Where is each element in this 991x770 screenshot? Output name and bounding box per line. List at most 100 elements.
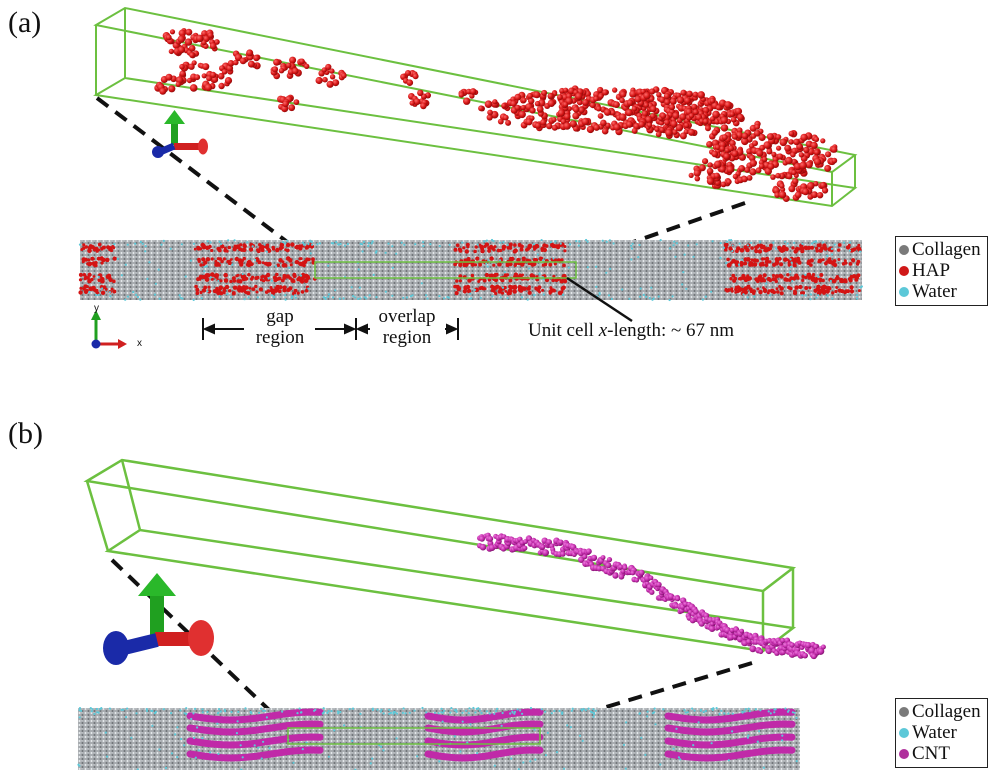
water-molecule [454, 709, 457, 712]
hap-atom [715, 104, 722, 111]
hap-atom [209, 42, 217, 50]
hap-atom [247, 60, 255, 68]
water-molecule [577, 244, 580, 247]
water-molecule [718, 712, 721, 716]
hap-atom [492, 263, 496, 267]
water-molecule [322, 296, 325, 299]
water-molecule [134, 242, 137, 245]
water-molecule [638, 295, 642, 298]
water-molecule [288, 266, 291, 269]
water-molecule [262, 709, 265, 713]
hap-atom [251, 275, 255, 279]
hap-atom [218, 285, 224, 291]
water-molecule [307, 287, 310, 290]
hap-atom [813, 158, 822, 166]
water-molecule [429, 243, 432, 246]
hap-atom [78, 272, 83, 277]
hap-atom [222, 291, 226, 295]
hap-atom [248, 247, 254, 252]
water-molecule [233, 239, 236, 242]
hap-atom [551, 117, 557, 123]
water-molecule [448, 243, 451, 246]
water-molecule [672, 747, 675, 750]
hap-atom [743, 261, 748, 266]
hap-atom [821, 278, 825, 283]
hap-atom [807, 182, 815, 190]
water-molecule [309, 252, 312, 255]
hap-atom [256, 275, 260, 279]
axis-label-x: x [137, 338, 142, 349]
water-molecule [145, 708, 148, 711]
hap-atom [525, 248, 529, 252]
hap-atom [513, 263, 517, 267]
hap-atom [232, 247, 237, 252]
hap-atom [214, 259, 218, 263]
water-molecule [610, 297, 613, 301]
hap-atom [559, 279, 564, 284]
hap-atom [825, 289, 830, 294]
hap-atom [589, 102, 596, 109]
water-molecule [164, 766, 168, 770]
cnt-strand [186, 720, 324, 736]
hap-atom [656, 92, 662, 98]
hap-atom [732, 173, 739, 180]
hap-atom [206, 75, 212, 82]
hap-atom [664, 98, 671, 106]
hap-atom [291, 67, 299, 75]
legend-label: CNT [912, 743, 950, 764]
water-molecule [601, 239, 604, 242]
hap-atom [823, 247, 827, 251]
water-molecule [501, 286, 505, 289]
hap-atom [774, 274, 780, 279]
cnt-atom [780, 637, 786, 644]
hap-atom [464, 249, 469, 254]
hap-atom [315, 76, 323, 85]
hap-atom [514, 93, 522, 101]
water-molecule [499, 296, 502, 299]
water-molecule [784, 707, 787, 710]
hap-atom [193, 247, 197, 251]
water-molecule [135, 293, 138, 296]
water-molecule [480, 711, 483, 715]
water-molecule [230, 710, 233, 714]
hap-atom [563, 249, 567, 253]
water-molecule [350, 286, 353, 289]
hap-atom [797, 247, 801, 251]
hap-atom [227, 245, 231, 250]
hap-atom [813, 288, 818, 293]
water-molecule [201, 711, 204, 714]
water-molecule [441, 711, 444, 714]
water-molecule [126, 295, 129, 298]
hap-atom [240, 288, 244, 292]
hap-atom [806, 272, 812, 278]
hap-atom [214, 273, 219, 277]
water-molecule [333, 729, 336, 732]
hap-atom [195, 287, 200, 292]
hap-atom [816, 192, 824, 199]
hap-atom [194, 284, 198, 289]
hap-atom [499, 248, 503, 253]
water-molecule [466, 741, 469, 744]
hap-atom [513, 285, 518, 290]
hap-atom [856, 259, 861, 264]
water-molecule [181, 297, 184, 300]
hap-atom [804, 247, 808, 251]
water-molecule [158, 748, 161, 751]
water-molecule [637, 256, 640, 259]
hap-atom [805, 161, 813, 169]
water-molecule [339, 710, 342, 714]
water-molecule [148, 261, 151, 264]
water-molecule [767, 710, 770, 713]
water-molecule [89, 707, 92, 710]
water-molecule [575, 240, 578, 243]
hap-atom [453, 262, 457, 267]
hap-atom [110, 287, 114, 291]
hap-atom [185, 28, 193, 36]
hap-atom [217, 289, 221, 293]
cnt-atom [618, 573, 625, 580]
hap-atom [811, 277, 815, 281]
water-molecule [108, 707, 111, 710]
water-molecule [546, 731, 549, 735]
hap-atom [188, 45, 196, 52]
water-molecule [351, 739, 354, 743]
